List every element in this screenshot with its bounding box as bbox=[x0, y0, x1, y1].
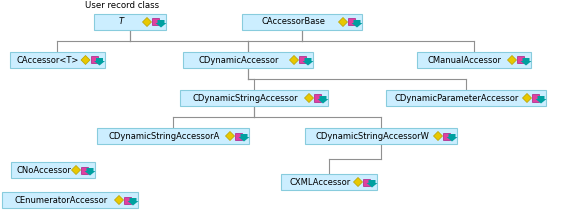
Polygon shape bbox=[299, 56, 306, 63]
Polygon shape bbox=[225, 131, 235, 140]
Polygon shape bbox=[127, 198, 139, 206]
Polygon shape bbox=[523, 94, 531, 102]
Polygon shape bbox=[353, 177, 363, 187]
Text: CDynamicParameterAccessor: CDynamicParameterAccessor bbox=[395, 94, 519, 102]
Polygon shape bbox=[443, 133, 450, 140]
Polygon shape bbox=[339, 17, 347, 27]
Polygon shape bbox=[304, 94, 314, 102]
Polygon shape bbox=[446, 134, 457, 141]
Polygon shape bbox=[532, 94, 539, 102]
Text: CXMLAccessor: CXMLAccessor bbox=[289, 177, 350, 187]
Polygon shape bbox=[72, 165, 80, 174]
Text: CAccessor<T>: CAccessor<T> bbox=[17, 56, 79, 65]
FancyBboxPatch shape bbox=[11, 162, 95, 178]
Text: CEnumeratorAccessor: CEnumeratorAccessor bbox=[15, 196, 108, 204]
FancyBboxPatch shape bbox=[183, 52, 313, 68]
Polygon shape bbox=[81, 56, 90, 65]
Text: CDynamicAccessor: CDynamicAccessor bbox=[198, 56, 279, 65]
Polygon shape bbox=[90, 56, 98, 63]
Polygon shape bbox=[94, 58, 105, 65]
Polygon shape bbox=[363, 179, 370, 186]
Polygon shape bbox=[235, 133, 242, 140]
Polygon shape bbox=[303, 58, 314, 65]
Polygon shape bbox=[84, 168, 95, 175]
Polygon shape bbox=[318, 96, 328, 104]
Polygon shape bbox=[155, 20, 166, 27]
FancyBboxPatch shape bbox=[97, 128, 249, 144]
Polygon shape bbox=[367, 180, 378, 187]
Polygon shape bbox=[517, 56, 524, 63]
FancyBboxPatch shape bbox=[242, 14, 362, 30]
Text: CDynamicStringAccessorA: CDynamicStringAccessorA bbox=[108, 131, 219, 140]
Text: CDynamicStringAccessorW: CDynamicStringAccessorW bbox=[315, 131, 429, 140]
FancyBboxPatch shape bbox=[417, 52, 531, 68]
Text: CDynamicStringAccessor: CDynamicStringAccessor bbox=[192, 94, 298, 102]
FancyBboxPatch shape bbox=[94, 14, 166, 30]
Polygon shape bbox=[115, 196, 123, 204]
Polygon shape bbox=[289, 56, 299, 65]
Polygon shape bbox=[352, 20, 363, 27]
Text: CManualAccessor: CManualAccessor bbox=[428, 56, 502, 65]
Polygon shape bbox=[535, 96, 546, 104]
FancyBboxPatch shape bbox=[305, 128, 457, 144]
FancyBboxPatch shape bbox=[281, 174, 377, 190]
Polygon shape bbox=[81, 167, 88, 174]
FancyBboxPatch shape bbox=[180, 90, 328, 106]
Text: User record class: User record class bbox=[85, 1, 159, 10]
FancyBboxPatch shape bbox=[2, 192, 138, 208]
Polygon shape bbox=[239, 134, 250, 141]
Text: T: T bbox=[119, 17, 123, 27]
Polygon shape bbox=[508, 56, 516, 65]
FancyBboxPatch shape bbox=[386, 90, 546, 106]
Text: CNoAccessor: CNoAccessor bbox=[16, 165, 72, 174]
Polygon shape bbox=[314, 94, 321, 102]
Polygon shape bbox=[143, 17, 151, 27]
Polygon shape bbox=[520, 58, 531, 65]
Text: CAccessorBase: CAccessorBase bbox=[261, 17, 325, 27]
Polygon shape bbox=[124, 196, 131, 203]
FancyBboxPatch shape bbox=[9, 52, 105, 68]
Polygon shape bbox=[348, 19, 355, 26]
Polygon shape bbox=[434, 131, 442, 140]
Polygon shape bbox=[152, 19, 159, 26]
